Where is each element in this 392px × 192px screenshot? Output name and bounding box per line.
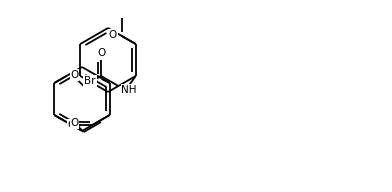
Text: O: O (97, 48, 105, 58)
Text: O: O (109, 30, 117, 40)
Text: O: O (71, 118, 79, 128)
Text: NH: NH (122, 85, 137, 95)
Text: Br: Br (84, 76, 96, 86)
Text: O: O (67, 120, 76, 130)
Text: O: O (71, 70, 79, 80)
